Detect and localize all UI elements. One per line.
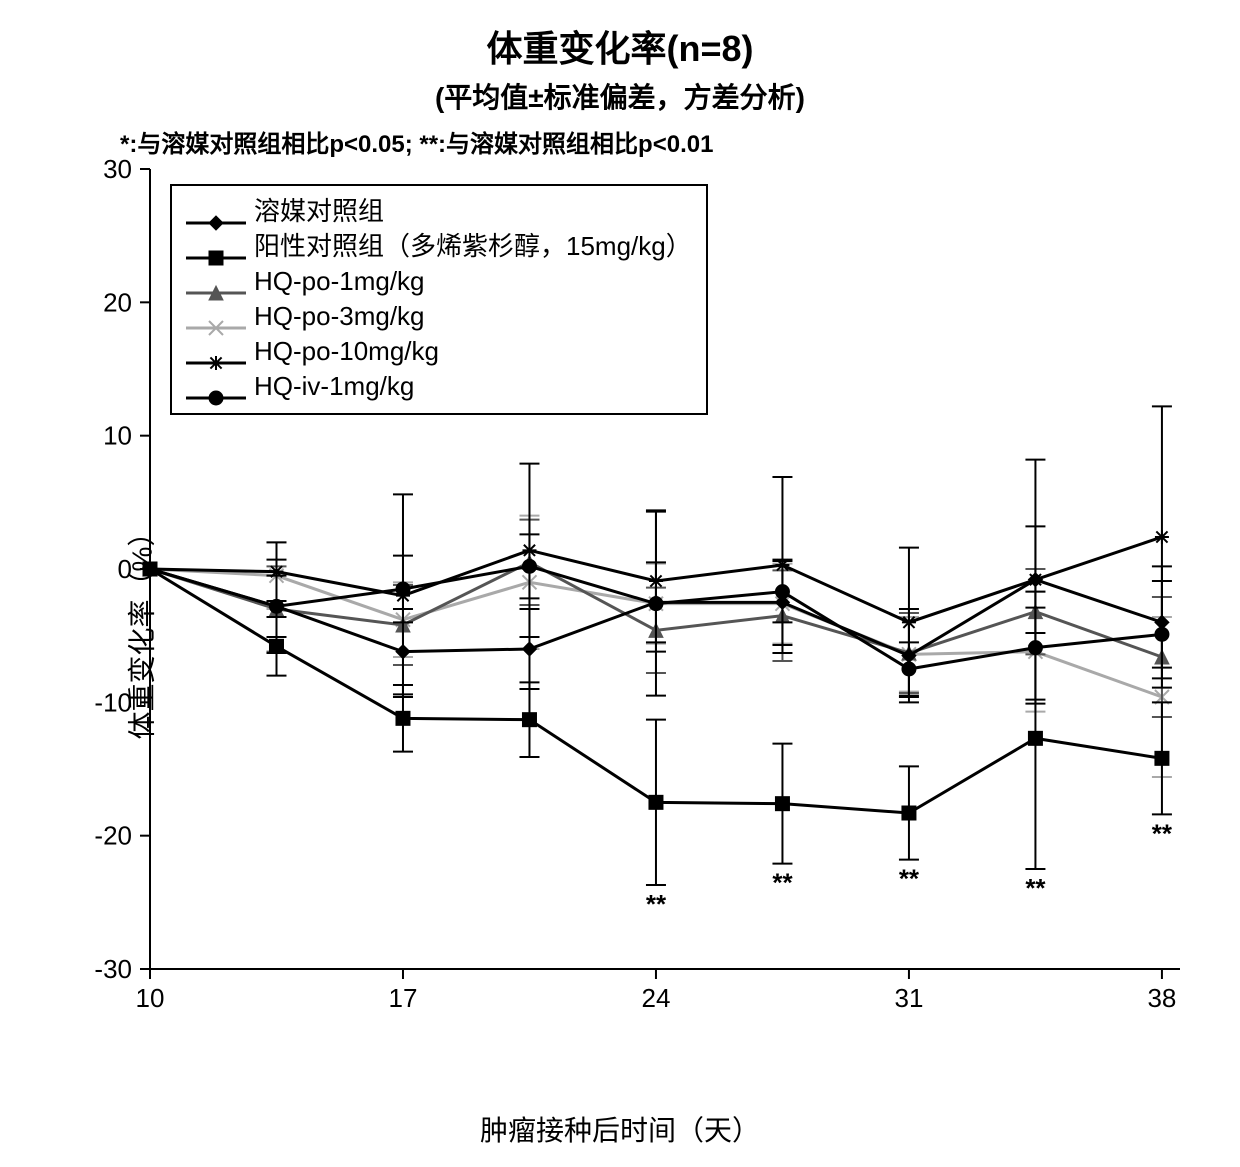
series-positive: ** ** ** ** ** — [143, 562, 1173, 919]
y-axis-label: 体重变化率（%） — [120, 519, 160, 740]
legend-item-vehicle: 溶媒对照组 — [186, 194, 692, 229]
legend-swatch-icon — [186, 351, 246, 353]
plot-area: 体重变化率（%） -30-20-1001020301017243138*****… — [20, 159, 1220, 1099]
legend-item-po3: HQ-po-3mg/kg — [186, 299, 692, 334]
legend-label: HQ-po-10mg/kg — [254, 334, 439, 369]
svg-text:38: 38 — [1147, 983, 1176, 1013]
legend-item-iv1: HQ-iv-1mg/kg — [186, 369, 692, 404]
svg-text:**: ** — [1152, 818, 1173, 848]
legend-label: 溶媒对照组 — [254, 194, 384, 229]
chart-subtitle: (平均值±标准偏差，方差分析) — [20, 76, 1220, 116]
series-po10 — [143, 406, 1172, 699]
title-block: 体重变化率(n=8) (平均值±标准偏差，方差分析) — [20, 20, 1220, 116]
significance-note: *:与溶媒对照组相比p<0.05; **:与溶媒对照组相比p<0.01 — [120, 124, 1220, 159]
legend-item-po1: HQ-po-1mg/kg — [186, 264, 692, 299]
svg-text:**: ** — [899, 864, 920, 894]
svg-text:31: 31 — [894, 983, 923, 1013]
legend-swatch-icon — [186, 246, 246, 248]
x-axis-label: 肿瘤接种后时间（天） — [20, 1109, 1220, 1149]
legend-item-po10: HQ-po-10mg/kg — [186, 334, 692, 369]
chart-title: 体重变化率(n=8) — [20, 20, 1220, 72]
svg-text:-30: -30 — [94, 954, 132, 984]
legend-swatch-icon — [186, 316, 246, 318]
svg-text:24: 24 — [642, 983, 671, 1013]
svg-text:**: ** — [772, 868, 793, 898]
legend: 溶媒对照组阳性对照组（多烯紫杉醇，15mg/kg）HQ-po-1mg/kgHQ-… — [170, 184, 708, 415]
legend-item-positive: 阳性对照组（多烯紫杉醇，15mg/kg） — [186, 229, 692, 264]
svg-text:**: ** — [646, 889, 667, 919]
legend-label: 阳性对照组（多烯紫杉醇，15mg/kg） — [254, 229, 692, 264]
legend-swatch-icon — [186, 386, 246, 388]
legend-swatch-icon — [186, 281, 246, 283]
svg-text:17: 17 — [389, 983, 418, 1013]
legend-label: HQ-iv-1mg/kg — [254, 369, 414, 404]
svg-text:10: 10 — [136, 983, 165, 1013]
chart-container: 体重变化率(n=8) (平均值±标准偏差，方差分析) *:与溶媒对照组相比p<0… — [20, 20, 1220, 1140]
legend-label: HQ-po-1mg/kg — [254, 264, 425, 299]
svg-text:**: ** — [1025, 873, 1046, 903]
legend-label: HQ-po-3mg/kg — [254, 299, 425, 334]
svg-text:20: 20 — [103, 287, 132, 317]
svg-text:-20: -20 — [94, 821, 132, 851]
legend-swatch-icon — [186, 211, 246, 213]
series-po1 — [143, 520, 1172, 717]
series-vehicle — [143, 526, 1172, 702]
svg-text:10: 10 — [103, 421, 132, 451]
series-po3 — [143, 516, 1172, 777]
svg-text:30: 30 — [103, 159, 132, 184]
